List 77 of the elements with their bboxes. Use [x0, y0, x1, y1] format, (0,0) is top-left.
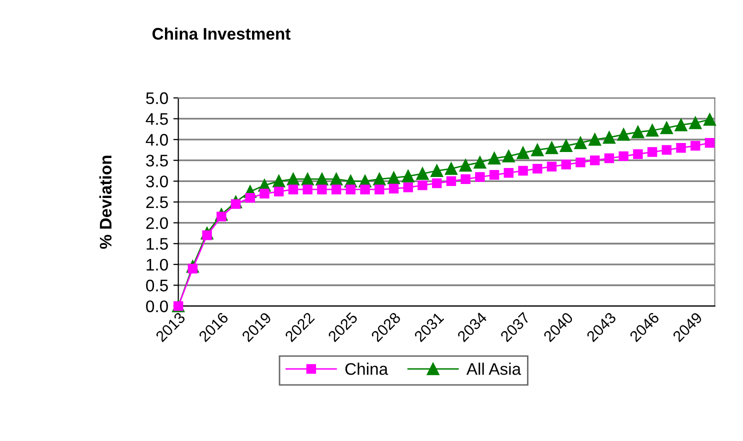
point — [516, 146, 530, 160]
point — [388, 172, 400, 184]
point — [444, 162, 458, 175]
point — [618, 151, 628, 162]
y-tick-label: 3.0 — [146, 176, 168, 188]
y-tick-label: 1.5 — [146, 238, 168, 250]
y-tick-label: 4.5 — [146, 113, 168, 125]
y-tick-label: 0.0 — [146, 300, 168, 312]
point — [531, 144, 544, 156]
legend-label: China — [345, 362, 388, 375]
point — [274, 186, 284, 196]
point — [430, 164, 444, 178]
point — [402, 170, 414, 182]
point — [474, 156, 486, 169]
point — [690, 140, 700, 151]
y-tick-label: 3.5 — [146, 154, 168, 167]
legend-label: All Asia — [466, 362, 522, 375]
point — [346, 184, 356, 194]
point — [331, 184, 342, 194]
point — [459, 159, 472, 172]
y-tick-label: 4.0 — [146, 134, 168, 146]
point — [330, 172, 343, 186]
point — [576, 158, 586, 168]
point — [416, 167, 429, 180]
y-tick-label: 2.5 — [146, 196, 168, 208]
point — [360, 184, 370, 194]
point — [460, 174, 470, 184]
point — [590, 155, 600, 166]
point — [286, 172, 300, 186]
point — [646, 124, 659, 137]
point — [317, 184, 327, 194]
point — [674, 118, 688, 132]
y-tick-label: 0.5 — [146, 280, 168, 292]
point — [418, 180, 428, 190]
point — [302, 184, 312, 194]
point — [475, 172, 485, 182]
point — [588, 133, 602, 146]
y-tick-label: 2.0 — [146, 217, 168, 229]
point — [316, 172, 328, 186]
point — [546, 162, 557, 172]
y-tick-label: 5.0 — [146, 92, 168, 104]
y-axis-title: % Deviation — [99, 156, 112, 249]
point — [260, 188, 270, 199]
point — [662, 145, 672, 155]
point — [647, 147, 658, 157]
point — [388, 184, 399, 194]
point — [301, 172, 314, 186]
point — [403, 182, 413, 192]
point — [689, 116, 702, 130]
y-tick-label: 1.0 — [146, 258, 168, 271]
chart-title: China Investment — [152, 27, 290, 40]
point — [561, 160, 571, 170]
point — [617, 128, 630, 141]
point — [704, 138, 715, 148]
point — [560, 140, 572, 152]
point — [604, 153, 614, 164]
point — [272, 174, 286, 188]
point — [432, 178, 442, 188]
point — [446, 176, 456, 186]
point — [374, 184, 384, 194]
point — [504, 168, 514, 178]
point — [633, 149, 643, 159]
point — [245, 192, 255, 203]
point — [288, 184, 298, 194]
point — [502, 150, 515, 162]
point — [632, 126, 644, 138]
point — [602, 131, 616, 144]
point — [489, 170, 500, 180]
point — [518, 166, 528, 176]
point — [488, 152, 501, 165]
point — [660, 122, 673, 134]
point — [532, 164, 542, 174]
point — [373, 172, 386, 186]
point — [574, 136, 587, 150]
point — [676, 142, 686, 153]
point — [546, 142, 558, 154]
point — [703, 113, 716, 126]
